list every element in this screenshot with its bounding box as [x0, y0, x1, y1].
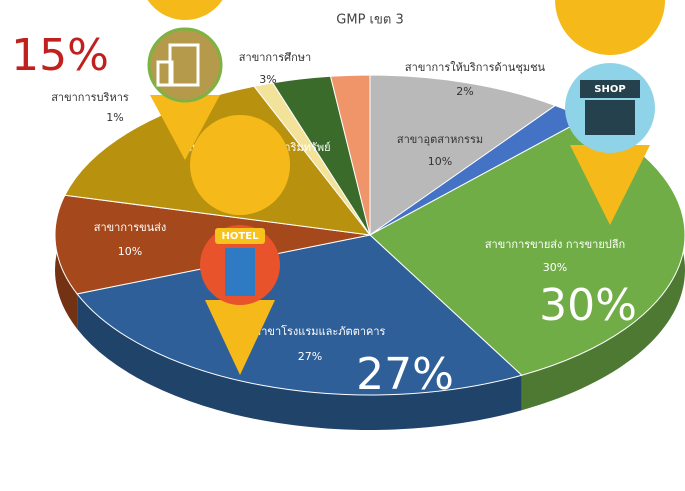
category-label: สาขาการขนส่ง [94, 221, 166, 234]
category-label: สาขาการบริหาร [51, 91, 129, 104]
slice-side [77, 293, 522, 431]
category-label: สาขาอุตสาหกรรม [397, 133, 483, 146]
category-label: สาขาการศึกษา [239, 51, 311, 64]
value-label: 1% [106, 111, 123, 124]
annotation: 30% [539, 280, 637, 331]
slice-side [521, 118, 685, 411]
labels: สาขาอุตสาหกรรม 10% สาขาการขายส่ง การขายปลี… [51, 51, 625, 363]
value-label: 10% [118, 245, 142, 258]
category-label: สาขาการขายส่ง การขายปลีก [485, 238, 625, 251]
icon-text: SHOP [594, 84, 625, 95]
chart-title: GMP เขต 3 [336, 13, 403, 28]
value-label: 2% [456, 85, 473, 98]
value-label: 27% [298, 350, 322, 363]
value-label: 3% [259, 73, 276, 86]
slice [76, 234, 523, 396]
icon-text: HOTEL [222, 231, 260, 242]
pie [54, 74, 685, 431]
annotation: 27% [356, 349, 454, 400]
category-label: สาขาการให้บริการด้านชุมชน [405, 61, 546, 74]
value-label: 30% [543, 261, 567, 274]
value-label: 10% [428, 155, 452, 168]
shop-icon: SHOP [555, 0, 666, 225]
category-label: สาขาโรงแรมและภัตตาคาร [255, 324, 386, 338]
annotation: 15% [11, 30, 109, 81]
slice [329, 74, 371, 236]
building-icon [147, 0, 223, 160]
slice [369, 74, 557, 236]
hotel-icon: HOTEL [190, 115, 291, 375]
